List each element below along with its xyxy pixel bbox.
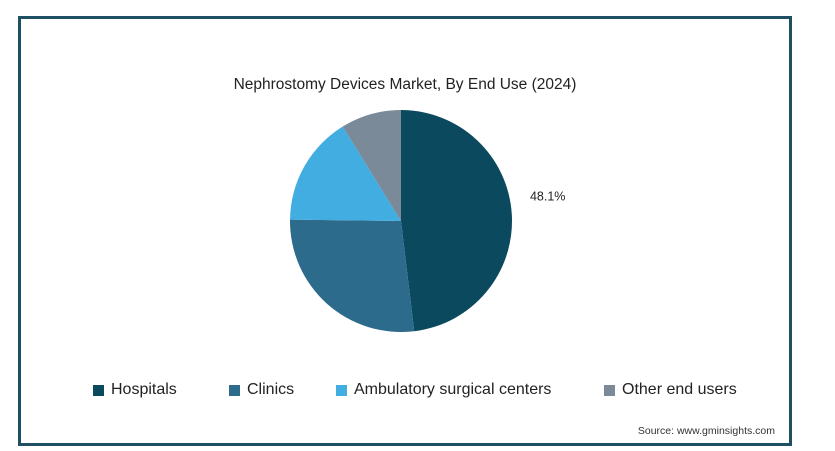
legend-item-other: Other end users: [604, 381, 737, 399]
pie-slice-other: [342, 110, 401, 221]
pie-slice-clinics: [290, 219, 415, 332]
legend-swatch-ambulatory: [336, 384, 347, 396]
legend-swatch-clinics: [229, 384, 240, 396]
data-label-hospitals: 48.1%: [530, 190, 565, 204]
legend-label-ambulatory: Ambulatory surgical centers: [354, 381, 552, 398]
legend-item-hospitals: Hospitals: [93, 381, 177, 399]
legend-item-clinics: Clinics: [229, 381, 294, 399]
legend-item-ambulatory: Ambulatory surgical centers: [336, 381, 551, 399]
pie-chart: 48.1%: [290, 110, 565, 332]
chart-title: Nephrostomy Devices Market, By End Use (…: [233, 76, 577, 93]
legend-label-other: Other end users: [622, 381, 737, 398]
pie-slice-hospitals: [401, 110, 513, 332]
legend-swatch-other: [604, 384, 615, 396]
legend: Hospitals Clinics Ambulatory surgical ce…: [21, 381, 789, 405]
chart-frame: Nephrostomy Devices Market, By End Use (…: [18, 16, 792, 446]
legend-label-clinics: Clinics: [247, 381, 295, 398]
source-note: Source: www.gminsights.com: [637, 425, 775, 437]
pie-slice-ambulatory: [290, 126, 401, 221]
legend-swatch-hospitals: [93, 384, 104, 396]
legend-label-hospitals: Hospitals: [111, 381, 177, 398]
